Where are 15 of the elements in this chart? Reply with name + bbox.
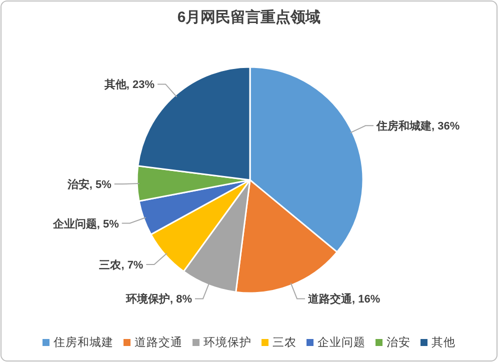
data-label: 道路交通, 16% — [307, 292, 380, 306]
legend-label: 其他 — [432, 336, 456, 349]
data-label: 三农, 7% — [99, 258, 144, 272]
legend-label: 道路交通 — [134, 335, 182, 349]
chart-title: 6月网民留言重点领域 — [177, 8, 321, 26]
legend-label: 环境保护 — [204, 335, 252, 349]
legend-label: 住房和城建 — [52, 335, 114, 349]
legend-label: 企业问题 — [318, 336, 366, 349]
data-label: 治安, 5% — [66, 178, 112, 192]
legend-label: 治安 — [386, 335, 410, 349]
data-label: 环境保护, 8% — [124, 292, 192, 306]
data-label: 企业问题, 5% — [52, 217, 120, 230]
data-label: 住房和城建, 36% — [376, 120, 460, 133]
data-label: 其他, 23% — [103, 78, 155, 92]
legend-label: 三农 — [272, 336, 296, 349]
